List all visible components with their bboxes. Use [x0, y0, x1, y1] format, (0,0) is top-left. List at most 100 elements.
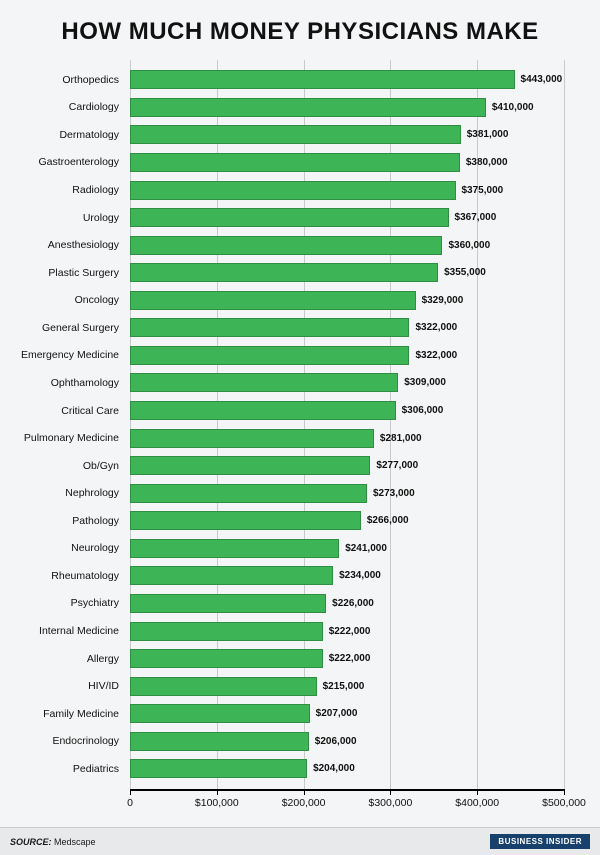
bar-row: $207,000 — [130, 704, 564, 724]
bar-row: $367,000 — [130, 208, 564, 228]
bars-group: $443,000$410,000$381,000$380,000$375,000… — [130, 60, 564, 789]
bar-row: $281,000 — [130, 428, 564, 448]
y-axis-label: Allergy — [0, 649, 125, 669]
x-tick — [304, 789, 305, 795]
bar-value-label: $281,000 — [380, 433, 422, 444]
y-axis-label: Orthopedics — [0, 70, 125, 90]
y-axis-label: Nephrology — [0, 483, 125, 503]
bar-value-label: $381,000 — [467, 129, 509, 140]
y-axis-label: Anesthesiology — [0, 235, 125, 255]
x-axis: 0$100,000$200,000$300,000$400,000$500,00… — [130, 789, 564, 827]
y-axis-label: Oncology — [0, 290, 125, 310]
y-axis-label: Pathology — [0, 511, 125, 531]
gridline — [564, 60, 565, 789]
bar-value-label: $226,000 — [332, 598, 374, 609]
bar — [130, 291, 416, 310]
x-tick-label: $200,000 — [282, 797, 326, 809]
x-tick — [390, 789, 391, 795]
source-name: Medscape — [54, 837, 96, 847]
y-axis-label: Psychiatry — [0, 593, 125, 613]
bar-row: $410,000 — [130, 97, 564, 117]
bar — [130, 318, 409, 337]
y-axis-label: Family Medicine — [0, 704, 125, 724]
y-axis-label: Radiology — [0, 180, 125, 200]
bar — [130, 456, 370, 475]
y-axis-label: Urology — [0, 208, 125, 228]
bar-value-label: $206,000 — [315, 736, 357, 747]
bar-row: $215,000 — [130, 676, 564, 696]
y-axis-label: Pediatrics — [0, 759, 125, 779]
bar-value-label: $375,000 — [462, 185, 504, 196]
y-axis-label: HIV/ID — [0, 676, 125, 696]
bar-row: $306,000 — [130, 401, 564, 421]
y-axis-label: Plastic Surgery — [0, 263, 125, 283]
y-axis-label: Endocrinology — [0, 731, 125, 751]
bar-value-label: $410,000 — [492, 102, 534, 113]
bar-row: $206,000 — [130, 731, 564, 751]
bar-row: $204,000 — [130, 759, 564, 779]
bar-value-label: $207,000 — [316, 708, 358, 719]
y-axis-label: Neurology — [0, 538, 125, 558]
bar-row: $277,000 — [130, 456, 564, 476]
y-axis-label: Ophthamology — [0, 373, 125, 393]
source-label: SOURCE: — [10, 837, 52, 847]
bar — [130, 70, 515, 89]
x-tick — [217, 789, 218, 795]
x-tick-label: $100,000 — [195, 797, 239, 809]
bar — [130, 98, 486, 117]
y-axis-label: Internal Medicine — [0, 621, 125, 641]
plot-region: $443,000$410,000$381,000$380,000$375,000… — [130, 60, 564, 789]
bar-value-label: $355,000 — [444, 267, 486, 278]
bar — [130, 677, 317, 696]
y-axis-label: Ob/Gyn — [0, 456, 125, 476]
bar-row: $443,000 — [130, 70, 564, 90]
y-axis-label: Critical Care — [0, 401, 125, 421]
bar-row: $322,000 — [130, 345, 564, 365]
y-axis-label: Cardiology — [0, 97, 125, 117]
bar — [130, 153, 460, 172]
bar-row: $329,000 — [130, 290, 564, 310]
bar — [130, 346, 409, 365]
bar-value-label: $234,000 — [339, 570, 381, 581]
y-axis-label: Rheumatology — [0, 566, 125, 586]
bar-value-label: $322,000 — [415, 322, 457, 333]
bar — [130, 539, 339, 558]
bar — [130, 429, 374, 448]
bar-value-label: $329,000 — [422, 295, 464, 306]
bar-row: $309,000 — [130, 373, 564, 393]
bar-value-label: $222,000 — [329, 653, 371, 664]
bar-row: $381,000 — [130, 125, 564, 145]
bar-row: $375,000 — [130, 180, 564, 200]
bar-value-label: $266,000 — [367, 515, 409, 526]
bar — [130, 208, 449, 227]
bar — [130, 125, 461, 144]
bar-value-label: $277,000 — [376, 460, 418, 471]
bar — [130, 236, 442, 255]
bar-value-label: $322,000 — [415, 350, 457, 361]
bar — [130, 181, 456, 200]
x-tick — [130, 789, 131, 795]
bar-row: $360,000 — [130, 235, 564, 255]
bar — [130, 263, 438, 282]
bar-value-label: $309,000 — [404, 377, 446, 388]
bar-row: $355,000 — [130, 263, 564, 283]
bar — [130, 401, 396, 420]
bar — [130, 373, 398, 392]
bar-value-label: $222,000 — [329, 626, 371, 637]
bar-row: $266,000 — [130, 511, 564, 531]
chart-title: HOW MUCH MONEY PHYSICIANS MAKE — [0, 0, 600, 60]
bar-row: $273,000 — [130, 483, 564, 503]
x-tick-label: $400,000 — [455, 797, 499, 809]
x-tick — [477, 789, 478, 795]
bar — [130, 566, 333, 585]
x-axis-line — [130, 789, 564, 791]
bar — [130, 649, 323, 668]
chart-area: OrthopedicsCardiologyDermatologyGastroen… — [0, 60, 600, 827]
bar-value-label: $273,000 — [373, 488, 415, 499]
bar-row: $241,000 — [130, 538, 564, 558]
bar-row: $234,000 — [130, 566, 564, 586]
bar-value-label: $443,000 — [521, 74, 563, 85]
footer: SOURCE: Medscape BUSINESS INSIDER — [0, 827, 600, 855]
bar — [130, 704, 310, 723]
bar — [130, 759, 307, 778]
